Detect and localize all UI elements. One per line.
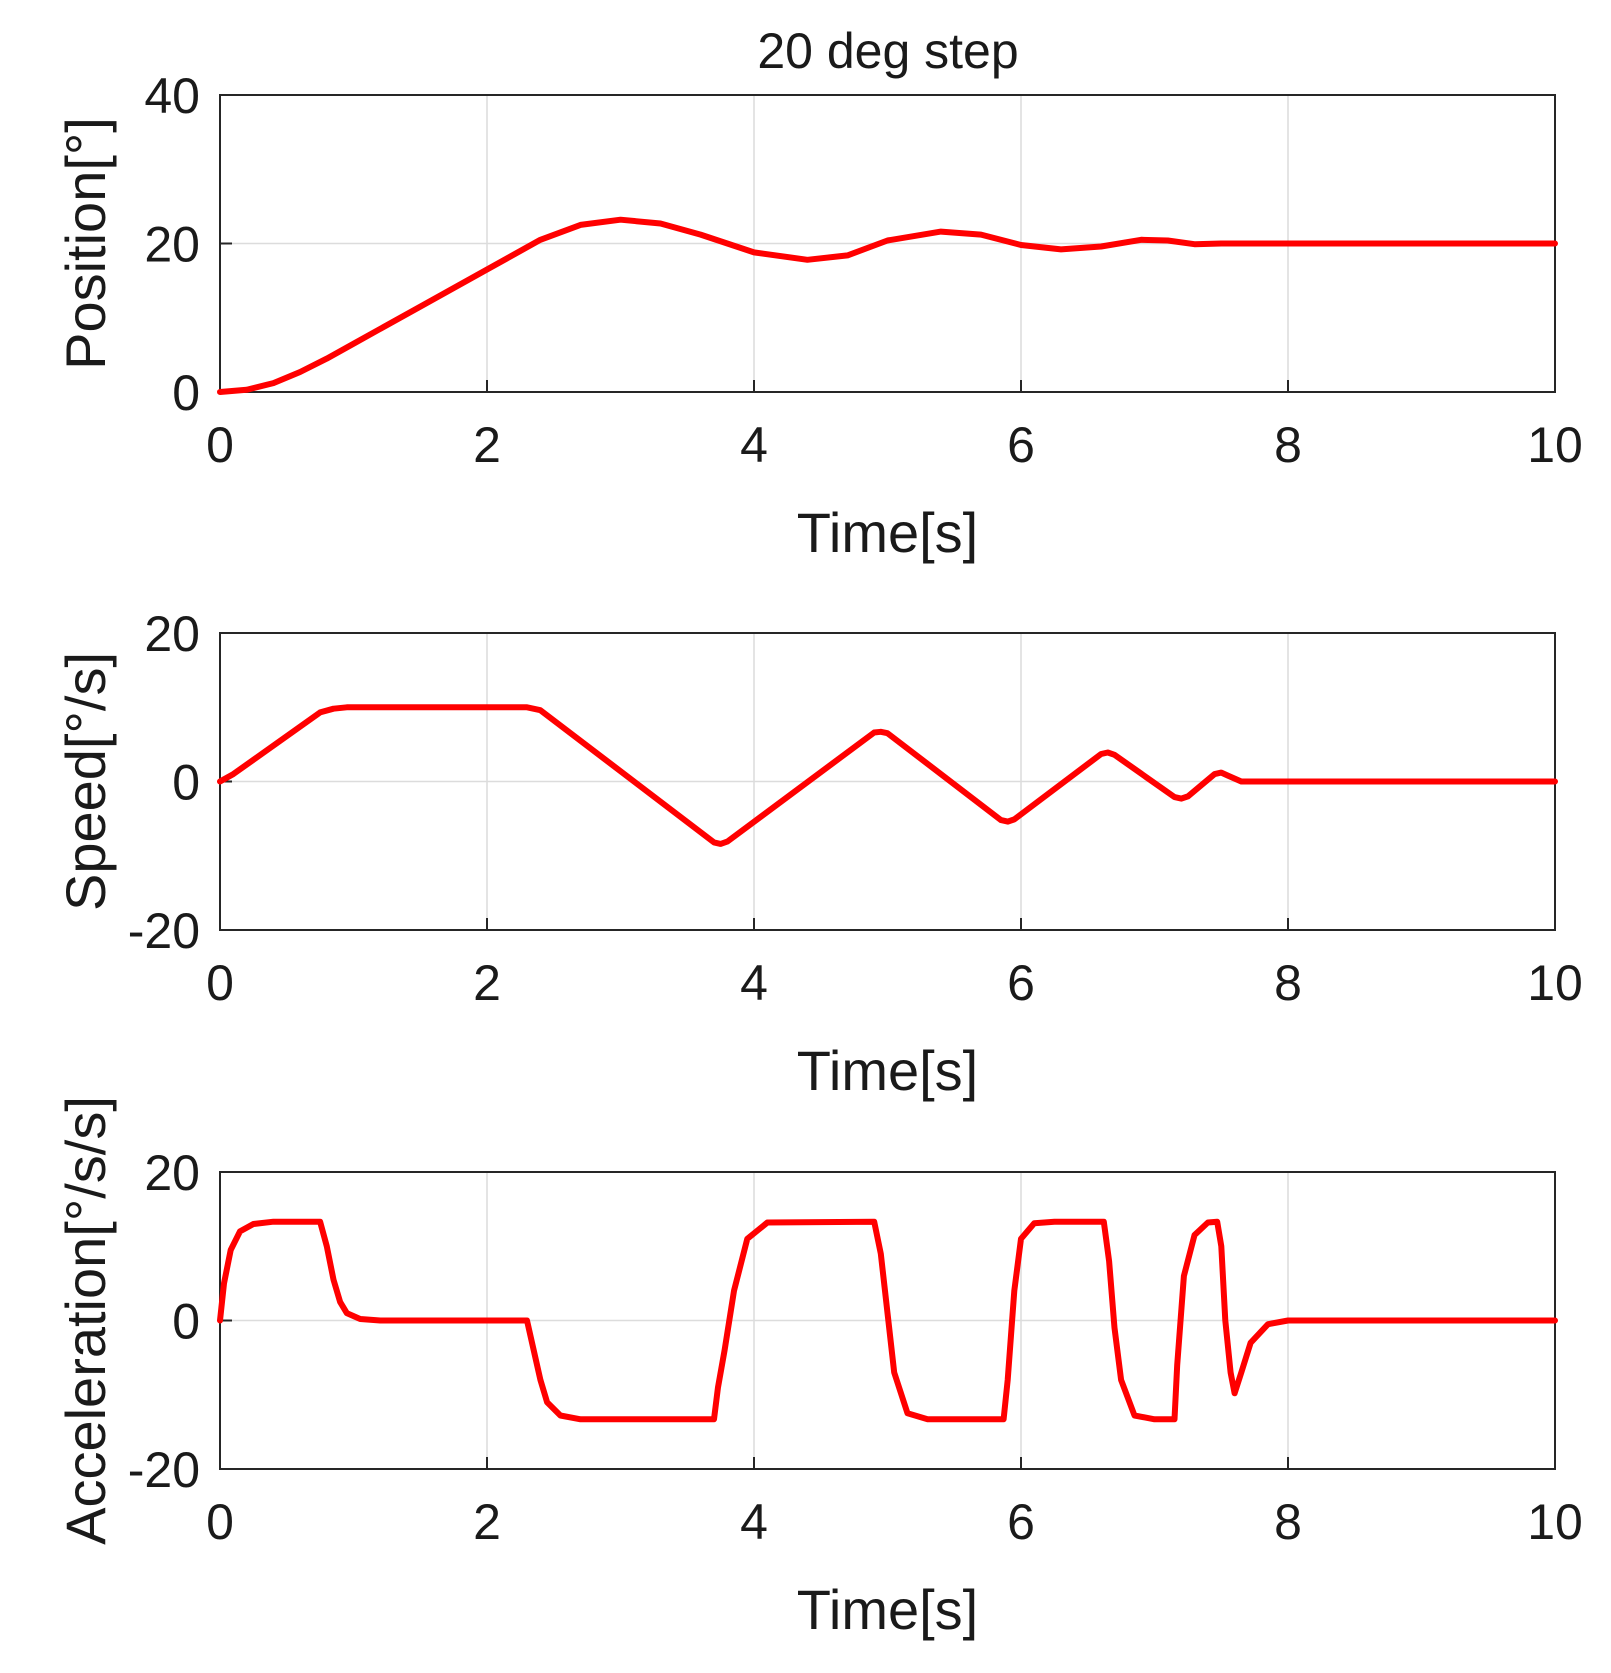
x-tick-label: 10 (1527, 955, 1583, 1011)
x-tick-label: 6 (1007, 417, 1035, 473)
x-tick-label: 0 (206, 417, 234, 473)
x-axis-label: Time[s] (797, 1039, 978, 1102)
x-tick-label: 4 (740, 955, 768, 1011)
series-line-speed (217, 704, 1558, 847)
y-tick-label: 0 (172, 755, 200, 811)
x-tick-label: 4 (740, 417, 768, 473)
x-tick-label: 4 (740, 1494, 768, 1550)
x-tick-label: 6 (1007, 1494, 1035, 1550)
x-axis-label: Time[s] (797, 501, 978, 564)
x-tick-label: 2 (473, 1494, 501, 1550)
y-tick-label: -20 (128, 903, 200, 959)
x-tick-label: 0 (206, 1494, 234, 1550)
x-tick-label: 10 (1527, 1494, 1583, 1550)
y-tick-label: 20 (144, 1145, 200, 1201)
x-tick-label: 0 (206, 955, 234, 1011)
x-tick-label: 8 (1274, 1494, 1302, 1550)
x-tick-label: 10 (1527, 417, 1583, 473)
series-line-position (217, 216, 1558, 395)
y-tick-label: -20 (128, 1442, 200, 1498)
x-tick-label: 8 (1274, 417, 1302, 473)
position-subplot: 0 2 4 6 8 10 0 20 40 Time[s] Position[°] (54, 68, 1583, 564)
y-tick-label: 40 (144, 68, 200, 124)
y-axis-label: Acceleration[°/s/s] (54, 1096, 117, 1545)
chart-title: 20 deg step (757, 23, 1018, 79)
x-axis-label: Time[s] (797, 1578, 978, 1641)
y-tick-label: 20 (144, 217, 200, 273)
y-tick-label: 0 (172, 1294, 200, 1350)
x-tick-label: 2 (473, 417, 501, 473)
x-tick-label: 2 (473, 955, 501, 1011)
y-tick-label: 20 (144, 606, 200, 662)
y-tick-label: 0 (172, 365, 200, 421)
series-line-acceleration (217, 1218, 1558, 1423)
x-tick-label: 8 (1274, 955, 1302, 1011)
x-tick-label: 6 (1007, 955, 1035, 1011)
y-axis-label: Speed[°/s] (54, 652, 117, 911)
y-axis-label: Position[°] (54, 117, 117, 370)
